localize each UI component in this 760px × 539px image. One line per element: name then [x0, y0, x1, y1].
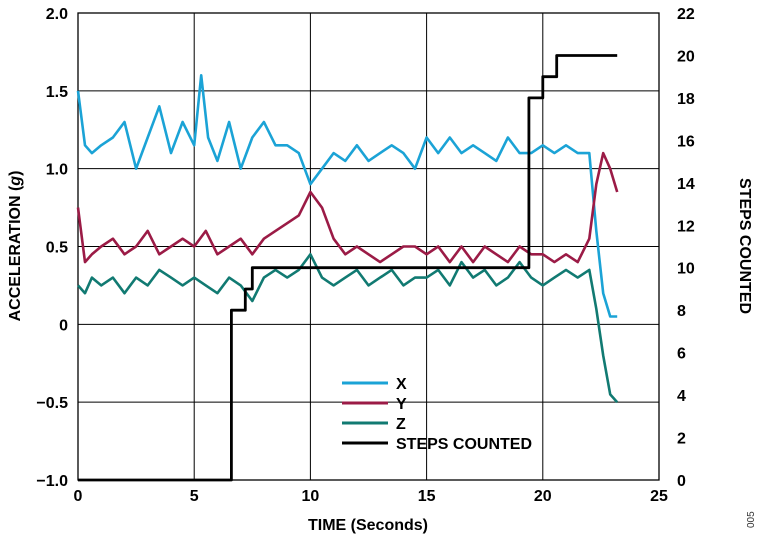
- gridlines: [77, 12, 660, 481]
- y-right-tick-label: 22: [677, 6, 695, 23]
- x-tick-label: 25: [650, 488, 668, 505]
- y-right-tick-label: 10: [677, 261, 695, 278]
- legend-label: Y: [396, 396, 407, 413]
- legend-label: X: [396, 376, 407, 393]
- y-right-tick-label: 8: [677, 303, 686, 320]
- series-line-x: [76, 74, 618, 318]
- series-line-y: [76, 151, 619, 264]
- y-left-tick-label: 2.0: [46, 6, 68, 23]
- y-right-tick-label: 2: [677, 431, 686, 448]
- y-left-tick-label: 0.5: [46, 240, 68, 257]
- x-tick-label: 20: [534, 488, 552, 505]
- x-tick-label: 10: [302, 488, 320, 505]
- x-tick-label: 0: [74, 488, 83, 505]
- y-right-tick-label: 12: [677, 218, 695, 235]
- y-left-tick-label: −1.0: [36, 473, 68, 490]
- legend: XYZ STEPS COUNTED: [342, 376, 532, 453]
- series-line-z: [77, 253, 619, 404]
- y-right-tick-label: 16: [677, 133, 695, 150]
- series-lines: [76, 54, 619, 482]
- y-right-tick-label: 18: [677, 91, 695, 108]
- y-right-axis-title: STEPS COUNTED: [736, 178, 753, 314]
- y-left-tick-label: 0: [59, 317, 68, 334]
- y-left-axis-title: ACCELERATION (g): [7, 171, 24, 322]
- y-right-tick-label: 20: [677, 48, 695, 65]
- y-right-tick-label: 4: [677, 388, 686, 405]
- legend-label: Z: [396, 416, 406, 433]
- series-line-steps-counted: [78, 54, 618, 482]
- y-left-tick-label: −0.5: [36, 395, 68, 412]
- y-left-tick-labels: 2.0 1.5 1.0 0.5 0 −0.5 −1.0: [36, 6, 68, 490]
- y-right-tick-label: 0: [677, 473, 686, 490]
- y-right-tick-label: 14: [677, 176, 695, 193]
- x-tick-label: 5: [190, 488, 199, 505]
- y-right-tick-label: 6: [677, 346, 686, 363]
- y-left-tick-label: 1.0: [46, 162, 68, 179]
- y-left-tick-label: 1.5: [46, 84, 68, 101]
- x-tick-labels: 0 5 10 15 20 25: [74, 488, 668, 505]
- figure-id: 005: [746, 511, 757, 528]
- x-axis-title: TIME (Seconds): [308, 517, 428, 534]
- legend-label: STEPS COUNTED: [396, 436, 532, 453]
- x-tick-label: 15: [418, 488, 436, 505]
